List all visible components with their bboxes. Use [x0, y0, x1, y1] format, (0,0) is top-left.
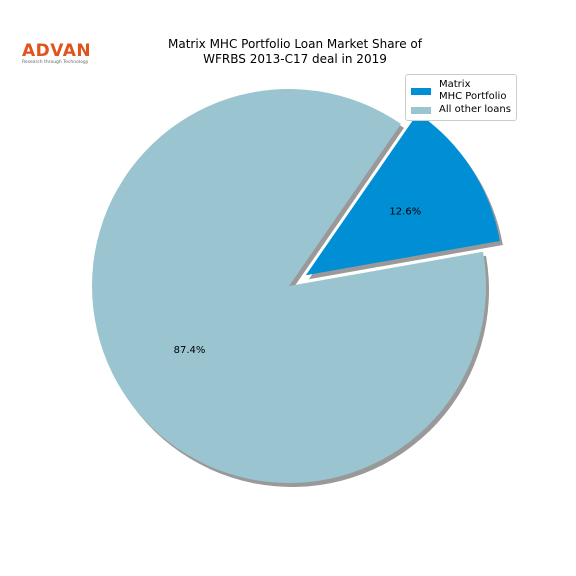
legend-label: All other loans — [439, 104, 511, 115]
value-label: 87.4% — [174, 345, 206, 356]
logo-tagline: Research through Technology — [22, 60, 89, 65]
slice — [305, 113, 500, 276]
logo: ADVAN Research through Technology — [22, 42, 91, 66]
logo-name: ADVAN — [22, 41, 92, 61]
value-label: 12.6% — [389, 206, 421, 217]
legend-swatch — [411, 106, 431, 114]
legend-label: Matrix MHC Portfolio — [439, 79, 507, 102]
legend-item: All other loans — [411, 104, 511, 116]
legend-item: Matrix MHC Portfolio — [411, 79, 511, 103]
chart-title: Matrix MHC Portfolio Loan Market Share o… — [167, 37, 422, 66]
legend-swatch — [411, 87, 431, 95]
legend: Matrix MHC Portfolio All other loans — [405, 74, 517, 121]
slice — [92, 88, 487, 483]
